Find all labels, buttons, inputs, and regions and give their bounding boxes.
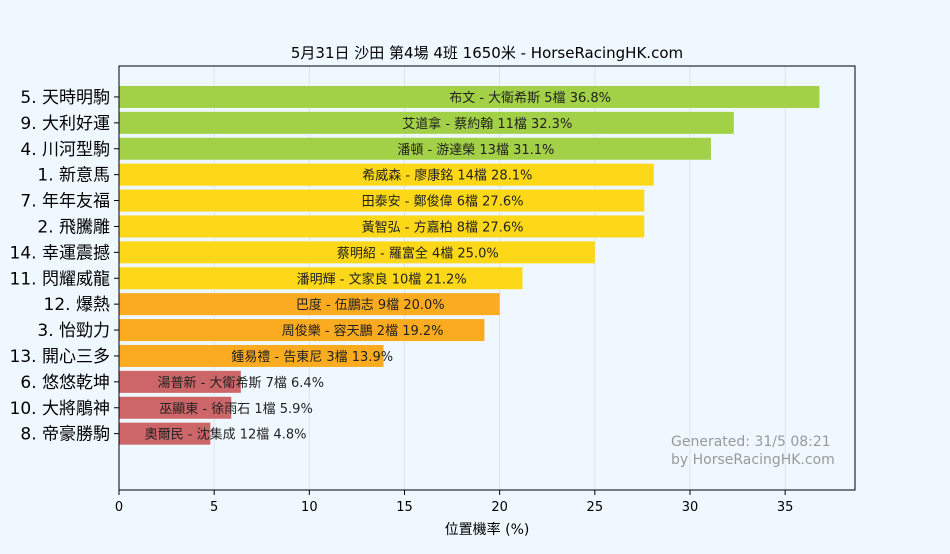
category-label: 10. 大將鵰神 — [10, 399, 110, 419]
bar — [119, 396, 232, 419]
bar — [119, 85, 820, 108]
bar-label: 湯普新 - 大衛希斯 7檔 6.4% — [158, 375, 325, 391]
bar-label: 希威森 - 廖康銘 14檔 28.1% — [362, 168, 532, 184]
x-tick-label: 0 — [115, 500, 123, 515]
x-tick-label: 25 — [587, 500, 604, 515]
bar-label: 潘明輝 - 文家良 10檔 21.2% — [297, 271, 467, 287]
bar — [119, 241, 595, 264]
bar-label: 巫顯東 - 徐雨石 1檔 5.9% — [159, 401, 313, 417]
bar-label: 黃智弘 - 方嘉柏 8檔 27.6% — [362, 219, 524, 235]
category-label: 14. 幸運震撼 — [10, 243, 110, 263]
annotation-site: by HorseRacingHK.com — [671, 452, 835, 468]
bar — [119, 111, 734, 134]
bar — [119, 137, 711, 160]
bar-label: 周俊樂 - 容天鵬 2檔 19.2% — [282, 323, 444, 339]
bar — [119, 319, 485, 342]
bar-label: 田泰安 - 鄭俊偉 6檔 27.6% — [362, 195, 524, 210]
bar-label: 布文 - 大衛希斯 5檔 36.8% — [449, 91, 611, 106]
bar — [119, 422, 211, 445]
x-axis-label: 位置機率 (%) — [445, 521, 530, 538]
bar-label: 蔡明紹 - 羅富全 4檔 25.0% — [337, 245, 499, 261]
category-label: 9. 大利好運 — [20, 114, 110, 134]
chart-title: 5月31日 沙田 第4場 4班 1650米 - HorseRacingHK.co… — [291, 44, 683, 62]
x-tick-label: 30 — [682, 500, 699, 515]
category-label: 5. 天時明駒 — [20, 88, 110, 108]
bar — [119, 189, 645, 212]
x-tick-label: 20 — [491, 500, 508, 515]
bar — [119, 293, 500, 316]
category-label: 6. 悠悠乾坤 — [20, 373, 110, 393]
bar — [119, 215, 645, 238]
category-label: 13. 開心三多 — [10, 347, 110, 367]
category-label: 7. 年年友福 — [20, 192, 110, 212]
category-label: 1. 新意馬 — [37, 166, 110, 186]
bar — [119, 370, 241, 393]
bar-label: 奧爾民 - 沈集成 12檔 4.8% — [145, 427, 307, 443]
category-label: 11. 閃耀威龍 — [10, 269, 110, 289]
category-label: 12. 爆熱 — [44, 295, 110, 315]
category-label: 3. 怡勁力 — [37, 321, 110, 341]
category-label: 4. 川河型駒 — [20, 140, 110, 160]
bar-label: 鍾易禮 - 告東尼 3檔 13.9% — [231, 349, 393, 365]
category-label: 2. 飛騰雕 — [37, 217, 110, 237]
category-label: 8. 帝豪勝駒 — [20, 424, 110, 445]
bar — [119, 163, 654, 186]
bar — [119, 267, 523, 290]
x-tick-label: 10 — [301, 500, 318, 515]
x-tick-label: 5 — [210, 500, 218, 515]
annotation-generated: Generated: 31/5 08:21 — [671, 434, 831, 450]
x-tick-label: 35 — [777, 500, 794, 515]
bar-label: 潘頓 - 游達榮 13檔 31.1% — [397, 143, 554, 158]
bar-label: 艾道拿 - 蔡約翰 11檔 32.3% — [402, 116, 572, 132]
bar — [119, 344, 384, 367]
x-tick-label: 15 — [396, 500, 413, 515]
bar-label: 巴度 - 伍鵬志 9檔 20.0% — [296, 297, 445, 313]
